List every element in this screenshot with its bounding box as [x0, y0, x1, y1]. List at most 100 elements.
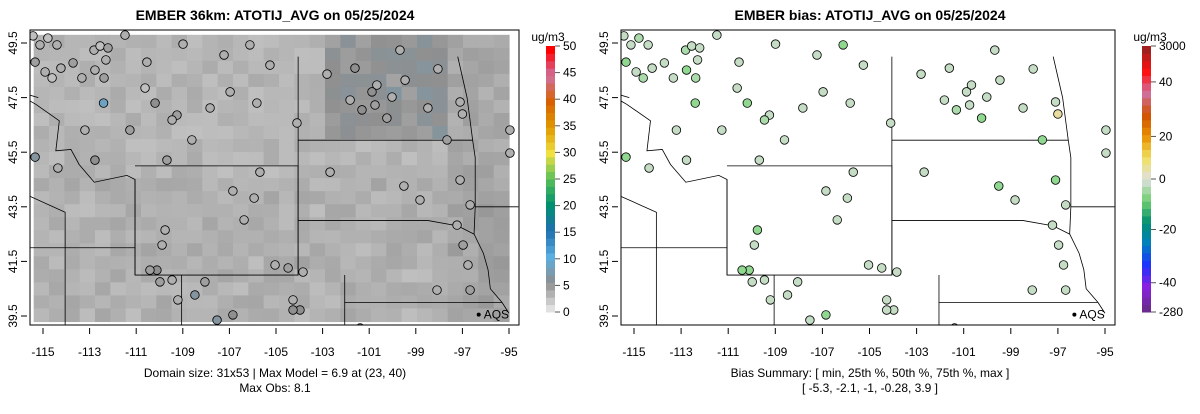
model-cell: [432, 73, 449, 88]
station-point: [505, 148, 515, 158]
model-cell: [233, 243, 249, 257]
model-cell: [417, 308, 433, 323]
model-cell: [371, 47, 387, 62]
model-cell: [202, 139, 219, 153]
model-cell: [217, 139, 234, 153]
colorbar-swatch: [1142, 105, 1151, 113]
y-tick-label: 41.5: [6, 249, 20, 273]
model-cell: [171, 243, 188, 257]
model-cell: [125, 86, 142, 101]
station-point: [325, 167, 335, 177]
colorbar-tick-label: -20: [1159, 223, 1177, 237]
colorbar-swatch: [1142, 82, 1151, 91]
model-cell: [263, 204, 280, 218]
model-cell: [233, 73, 249, 88]
model-cell: [64, 47, 81, 62]
model-cell: [279, 47, 295, 62]
model-cell: [171, 99, 188, 114]
model-cell: [263, 295, 280, 310]
model-cell: [463, 152, 479, 166]
colorbar-swatch: [1142, 156, 1151, 165]
model-cell: [187, 191, 203, 205]
model-field-grid: [33, 34, 510, 323]
station-point: [712, 30, 722, 40]
model-cell: [355, 178, 372, 192]
model-cell: [141, 178, 157, 192]
model-cell: [463, 112, 479, 127]
model-colorbar-unit: ug/m3: [531, 30, 565, 44]
model-cell: [156, 256, 173, 270]
station-point: [423, 103, 433, 113]
model-cell: [110, 86, 127, 101]
colorbar-tick-label: 10: [563, 252, 577, 266]
model-cell: [187, 152, 203, 166]
model-cell: [371, 152, 387, 166]
model-cell: [401, 269, 418, 283]
model-cell: [125, 34, 142, 49]
model-cell: [355, 230, 372, 244]
model-cell: [386, 191, 403, 205]
colorbar-swatch: [546, 304, 555, 313]
model-cell: [95, 126, 111, 140]
station-point: [40, 67, 50, 77]
model-cell: [110, 191, 127, 205]
model-cell: [33, 86, 50, 101]
aqs-legend-dot: [476, 312, 481, 317]
model-cell: [309, 126, 326, 140]
station-point: [643, 40, 653, 50]
station-point: [90, 65, 100, 75]
station-point: [142, 57, 152, 67]
model-cell: [33, 191, 50, 205]
station-point: [452, 220, 462, 230]
station-point: [692, 55, 703, 65]
station-point: [140, 83, 150, 93]
model-footer-line-2: Max Obs: 8.1: [239, 381, 311, 395]
model-map-title: EMBER 36km: ATOTIJ_AVG on 05/25/2024: [136, 7, 415, 23]
colorbar-swatch: [1142, 142, 1151, 150]
bias-footer-line-2: [ -5.3, -2.1, -1, -0.28, 3.9 ]: [802, 381, 938, 395]
model-cell: [187, 99, 203, 114]
model-cell: [493, 73, 510, 88]
model-cell: [493, 191, 510, 205]
model-cell: [432, 191, 449, 205]
model-cell: [156, 230, 173, 244]
concentration-colorbar: 0 5 10 15 20 25 30 35 40 45 50: [546, 39, 577, 319]
station-point: [742, 98, 752, 108]
model-cell: [141, 230, 157, 244]
model-cell: [79, 256, 96, 270]
model-cell: [447, 126, 464, 140]
model-cell: [79, 243, 96, 257]
station-point: [812, 50, 822, 60]
model-cell: [417, 34, 433, 49]
model-footer-line-1: Domain size: 31x53 | Max Model = 6.9 at …: [144, 366, 406, 380]
model-cell: [340, 73, 357, 88]
model-cell: [217, 230, 234, 244]
station-point: [681, 155, 692, 165]
model-cell: [447, 152, 464, 166]
model-cell: [386, 204, 403, 218]
model-cell: [355, 73, 372, 88]
model-cell: [279, 191, 295, 205]
station-point: [881, 295, 892, 305]
model-cell: [187, 60, 203, 75]
colorbar-swatch: [1142, 223, 1151, 232]
colorbar-swatch: [1142, 90, 1151, 99]
model-cell: [279, 282, 295, 297]
colorbar-swatch: [1142, 75, 1151, 84]
colorbar-swatch: [546, 179, 555, 187]
model-cell: [79, 34, 96, 49]
model-cell: [355, 308, 372, 323]
model-cell: [33, 73, 50, 88]
model-cell: [64, 204, 81, 218]
model-cell: [493, 308, 510, 323]
model-cell: [432, 99, 449, 114]
station-point: [1101, 148, 1111, 158]
model-cell: [401, 282, 418, 297]
colorbar-swatch: [546, 193, 555, 202]
model-cell: [95, 269, 111, 283]
model-cell: [233, 204, 249, 218]
model-cell: [64, 178, 81, 192]
model-cell: [279, 34, 295, 49]
model-cell: [417, 282, 433, 297]
model-cell: [294, 139, 311, 153]
